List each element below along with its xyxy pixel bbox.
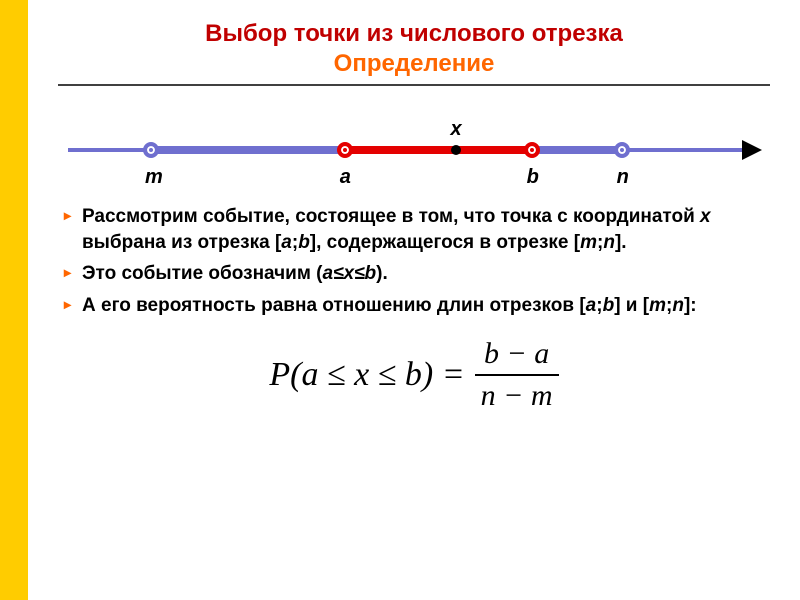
point-m — [143, 142, 159, 158]
point-a — [337, 142, 353, 158]
point-x — [451, 145, 461, 155]
var-b: b — [603, 295, 615, 316]
fraction-numerator: b − a — [478, 337, 555, 371]
text: ]: — [684, 295, 697, 316]
var-m: m — [580, 232, 597, 253]
bullet-1: Рассмотрим событие, состоящее в том, что… — [64, 204, 770, 255]
text: ]. — [615, 232, 627, 253]
axis-arrow-icon — [742, 140, 762, 160]
var-a: a — [586, 295, 597, 316]
label-n: n — [617, 166, 629, 189]
title-block: Выбор точки из числового отрезка Определ… — [58, 20, 770, 78]
formula-lhs: P(a ≤ x ≤ b) = — [269, 356, 464, 394]
number-line-diagram: m a x b n — [68, 104, 760, 194]
title-line-1: Выбор точки из числового отрезка — [58, 20, 770, 48]
segment-ab — [345, 146, 532, 154]
formula-fraction: b − a n − m — [475, 337, 559, 413]
label-b: b — [527, 166, 539, 189]
var-x: x — [700, 206, 711, 227]
label-x: x — [451, 118, 462, 141]
text: выбрана из отрезка [ — [82, 232, 281, 253]
label-m: m — [145, 166, 163, 189]
fraction-denominator: n − m — [475, 379, 559, 413]
slide-content: Выбор точки из числового отрезка Определ… — [28, 0, 800, 600]
text: Это событие обозначим ( — [82, 263, 323, 284]
text: ], содержащегося в отрезке [ — [310, 232, 580, 253]
probability-formula: P(a ≤ x ≤ b) = b − a n − m — [58, 337, 770, 413]
var-n: n — [603, 232, 615, 253]
text: ). — [376, 263, 388, 284]
var-a: a — [281, 232, 292, 253]
label-a: a — [340, 166, 351, 189]
expr: a≤x≤b — [323, 263, 377, 284]
var-m: m — [649, 295, 666, 316]
bullet-list: Рассмотрим событие, состоящее в том, что… — [64, 204, 770, 319]
point-b — [524, 142, 540, 158]
accent-stripe — [0, 0, 28, 600]
bullet-3: А его вероятность равна отношению длин о… — [64, 293, 770, 319]
divider — [58, 84, 770, 86]
text: А его вероятность равна отношению длин о… — [82, 295, 586, 316]
point-n — [614, 142, 630, 158]
bullet-2: Это событие обозначим (a≤x≤b). — [64, 261, 770, 287]
text: ] и [ — [614, 295, 649, 316]
fraction-bar — [475, 374, 559, 376]
title-line-2: Определение — [58, 50, 770, 78]
formula-inner: P(a ≤ x ≤ b) = b − a n − m — [269, 337, 558, 413]
text: Рассмотрим событие, состоящее в том, что… — [82, 206, 700, 227]
var-b: b — [298, 232, 310, 253]
var-n: n — [672, 295, 684, 316]
